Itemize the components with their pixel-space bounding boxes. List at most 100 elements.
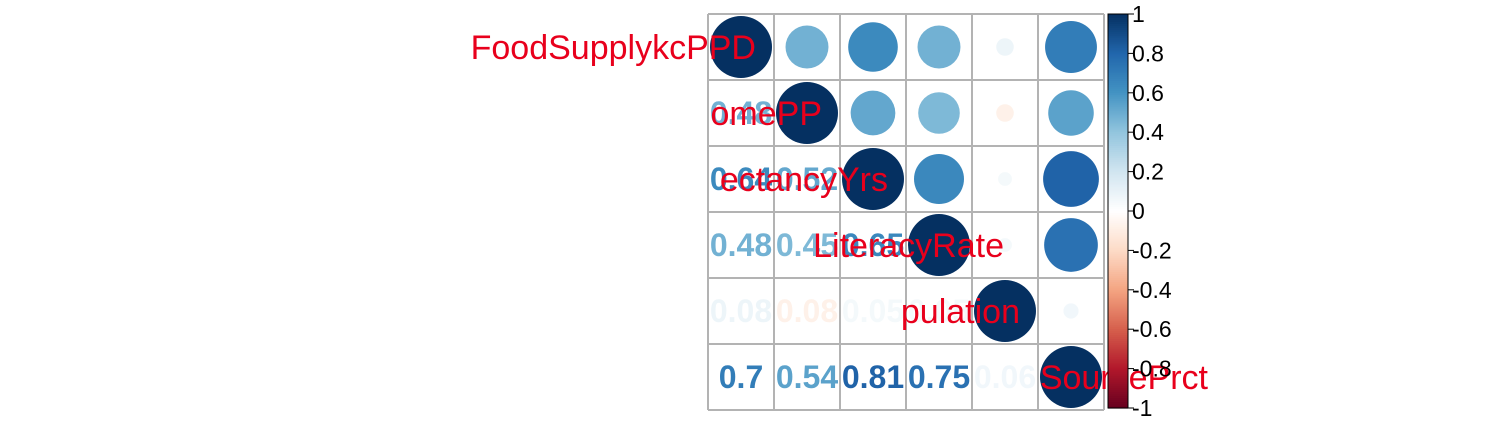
colorbar-segment [1108, 122, 1128, 125]
colorbar-segment [1108, 362, 1128, 366]
corr-circle [996, 104, 1014, 122]
colorbar-segment [1108, 108, 1128, 112]
colorbar-segment [1108, 281, 1128, 285]
colorbar-segment [1108, 260, 1128, 263]
corr-value: 0.05 [908, 293, 970, 329]
colorbar-segment [1108, 197, 1128, 200]
colorbar-segment [1108, 331, 1128, 334]
colorbar-segment [1108, 86, 1128, 90]
corr-circle [914, 154, 964, 204]
colorbar-segment [1108, 195, 1128, 198]
variable-label: LiteracyRate [813, 227, 1004, 265]
circle-layer [710, 16, 1102, 408]
corr-value: 0.08 [710, 293, 772, 329]
colorbar-segment [1108, 307, 1128, 311]
colorbar-segment [1108, 155, 1128, 159]
colorbar-segment [1108, 145, 1128, 149]
colorbar-segment [1108, 49, 1128, 53]
colorbar-tick-label: -0.6 [1132, 316, 1172, 342]
colorbar-segment [1108, 220, 1128, 224]
colorbar-segment [1108, 266, 1128, 269]
colorbar-segment [1108, 396, 1128, 399]
colorbar-segment [1108, 386, 1128, 389]
colorbar-segment [1108, 232, 1128, 236]
corr-circle [1043, 151, 1099, 207]
colorbar-segment [1108, 37, 1128, 41]
corr-circle [842, 148, 904, 210]
colorbar-segment [1108, 47, 1128, 51]
colorbar-segment [1108, 163, 1128, 167]
colorbar-segment [1108, 256, 1128, 259]
number-layer: 0.480.64 0.520.48 0.45 0.650.08 0.08 0.05 0.05… [710, 95, 1036, 395]
colorbar-tick-label: -0.2 [1132, 237, 1172, 263]
colorbar-segment [1108, 102, 1128, 106]
colorbar-segment [1108, 344, 1128, 348]
corr-circle [848, 22, 898, 72]
colorbar-segment [1108, 84, 1128, 88]
colorbar-segment [1108, 124, 1128, 127]
colorbar-segment [1108, 61, 1128, 64]
colorbar-segment [1108, 191, 1128, 194]
colorbar-segment [1108, 325, 1128, 328]
colorbar-segment [1108, 315, 1128, 318]
corr-value: 0.64 [710, 161, 772, 197]
colorbar-segment [1108, 246, 1128, 250]
colorbar-segment [1108, 244, 1128, 248]
corr-circle [1045, 21, 1097, 73]
colorbar-segment [1108, 268, 1128, 271]
colorbar-segment [1108, 151, 1128, 155]
colorbar-segment [1108, 348, 1128, 352]
colorbar-segment [1108, 183, 1128, 186]
colorbar-segment [1108, 372, 1128, 376]
colorbar-segment [1108, 352, 1128, 356]
corr-value: 0.06 [974, 359, 1036, 395]
corr-value: 0.65 [842, 227, 904, 263]
colorbar-segment [1108, 384, 1128, 387]
colorbar-segment [1108, 335, 1128, 338]
corr-circle [1044, 218, 1098, 272]
colorbar-segment [1108, 100, 1128, 104]
colorbar-segment [1108, 378, 1128, 382]
colorbar-segment [1108, 203, 1128, 206]
corr-circle [998, 172, 1012, 186]
grid-layer [707, 13, 1105, 411]
corr-value: 0.45 [776, 227, 838, 263]
colorbar-segment [1108, 19, 1128, 23]
colorbar-segment [1108, 238, 1128, 242]
colorbar-segment [1108, 329, 1128, 332]
colorbar-segment [1108, 299, 1128, 303]
colorbar-segment [1108, 14, 1128, 17]
corr-circle [1040, 346, 1102, 408]
corr-circle [998, 238, 1012, 252]
colorbar-segment [1108, 112, 1128, 116]
colorbar-segment [1108, 366, 1128, 370]
colorbar-segment [1108, 382, 1128, 385]
colorbar-tick-label: 1 [1132, 1, 1145, 27]
colorbar-segment [1108, 295, 1128, 299]
colorbar-segment [1108, 392, 1128, 395]
colorbar-segment [1108, 285, 1128, 289]
corr-circle [974, 280, 1036, 342]
colorbar-segment [1108, 388, 1128, 391]
colorbar-segment [1108, 126, 1128, 129]
colorbar-segment [1108, 128, 1128, 131]
colorbar-segment [1108, 250, 1128, 253]
colorbar-segment [1108, 209, 1128, 212]
colorbar-segment [1108, 398, 1128, 401]
colorbar-segment [1108, 313, 1128, 317]
colorbar-segment [1108, 159, 1128, 163]
colorbar-segment [1108, 82, 1128, 86]
colorbar-segment [1108, 116, 1128, 120]
corr-circle [776, 82, 838, 144]
variable-label-layer: FoodSupplykcPPD omePP ectancyYrs LiteracyRa… [471, 29, 1209, 397]
colorbar-segment [1108, 205, 1128, 208]
colorbar-segment [1108, 175, 1128, 179]
corr-value: 0.75 [908, 359, 970, 395]
colorbar-segment [1108, 136, 1128, 139]
colorbar-tick-label: 0.6 [1132, 80, 1164, 106]
colorbar-segment [1108, 402, 1128, 405]
colorbar-segment [1108, 301, 1128, 305]
colorbar-segment [1108, 144, 1128, 147]
colorbar-segment [1108, 305, 1128, 309]
